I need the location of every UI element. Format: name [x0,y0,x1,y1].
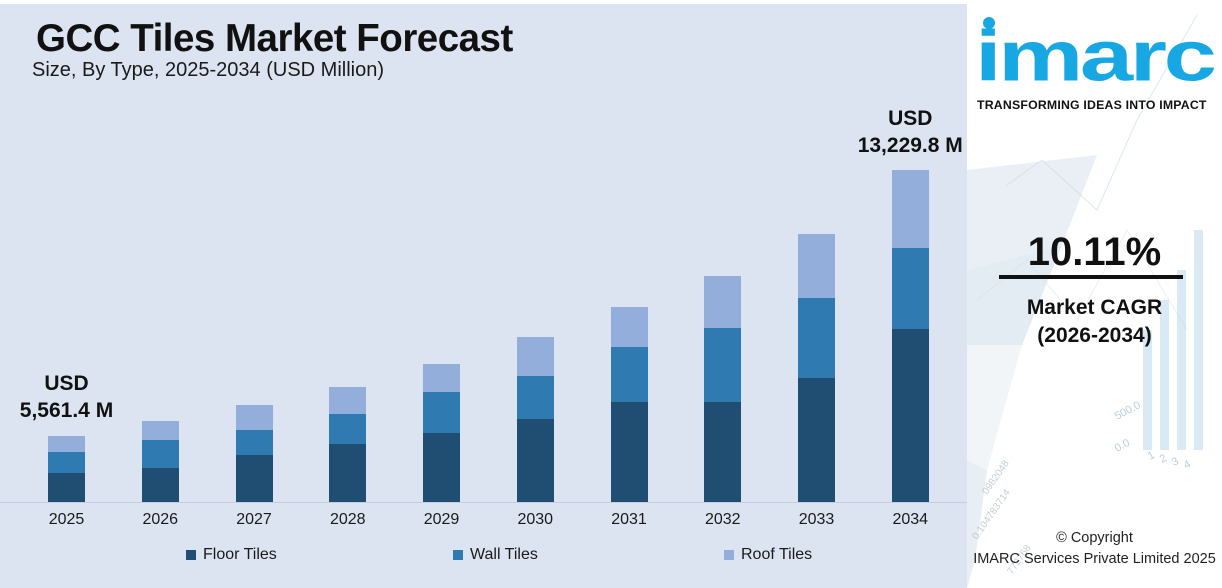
svg-text:500.0: 500.0 [1113,399,1143,423]
svg-text:2: 2 [1158,452,1169,465]
svg-text:4: 4 [1182,458,1193,471]
svg-text:3: 3 [1170,455,1181,468]
svg-text:1: 1 [1146,449,1157,462]
svg-text:0.0: 0.0 [1113,437,1132,455]
